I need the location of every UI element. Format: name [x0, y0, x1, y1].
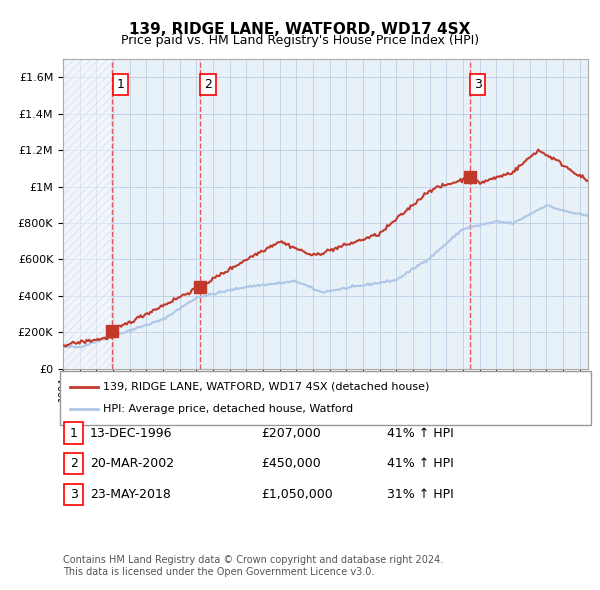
Text: 2: 2 — [204, 78, 212, 91]
Text: 41% ↑ HPI: 41% ↑ HPI — [387, 427, 454, 440]
Text: 3: 3 — [70, 488, 78, 501]
Text: 1: 1 — [70, 427, 78, 440]
Text: 20-MAR-2002: 20-MAR-2002 — [90, 457, 174, 470]
Text: 139, RIDGE LANE, WATFORD, WD17 4SX (detached house): 139, RIDGE LANE, WATFORD, WD17 4SX (deta… — [103, 382, 429, 392]
Text: 31% ↑ HPI: 31% ↑ HPI — [387, 488, 454, 501]
Text: £1,050,000: £1,050,000 — [261, 488, 333, 501]
Text: 23-MAY-2018: 23-MAY-2018 — [90, 488, 171, 501]
Bar — [63, 59, 112, 369]
Text: 41% ↑ HPI: 41% ↑ HPI — [387, 457, 454, 470]
Text: Contains HM Land Registry data © Crown copyright and database right 2024.
This d: Contains HM Land Registry data © Crown c… — [63, 555, 443, 577]
Text: £207,000: £207,000 — [261, 427, 321, 440]
Text: 1: 1 — [116, 78, 124, 91]
Text: 2: 2 — [70, 457, 78, 470]
Text: £450,000: £450,000 — [261, 457, 321, 470]
Text: 3: 3 — [473, 78, 482, 91]
Text: Price paid vs. HM Land Registry's House Price Index (HPI): Price paid vs. HM Land Registry's House … — [121, 34, 479, 47]
Text: 139, RIDGE LANE, WATFORD, WD17 4SX: 139, RIDGE LANE, WATFORD, WD17 4SX — [130, 22, 470, 37]
Text: HPI: Average price, detached house, Watford: HPI: Average price, detached house, Watf… — [103, 404, 353, 414]
Text: 13-DEC-1996: 13-DEC-1996 — [90, 427, 173, 440]
